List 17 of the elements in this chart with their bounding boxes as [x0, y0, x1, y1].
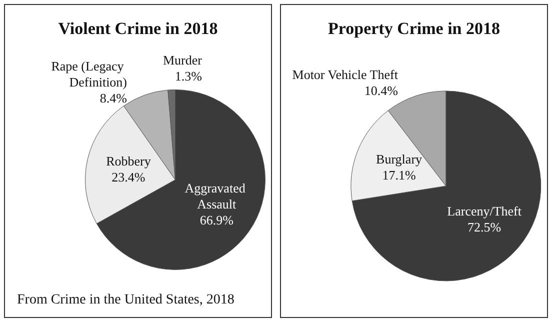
data-label: 23.4%	[112, 169, 146, 184]
data-label: 8.4%	[100, 90, 128, 106]
slice-label: Murder	[162, 52, 203, 68]
slice-label: Rape (Legacy Definition)	[51, 58, 128, 90]
data-label: 1.3%	[174, 68, 202, 84]
data-label: 66.9%	[200, 212, 234, 228]
chart-title: Violent Crime in 2018	[58, 19, 218, 38]
data-label: 17.1%	[382, 168, 416, 183]
slice-label: Motor Vehicle Theft	[292, 67, 398, 82]
data-label: 10.4%	[364, 83, 398, 98]
slice-label: Robbery	[106, 153, 152, 168]
slice-label: Burglary	[376, 152, 423, 167]
data-label: 72.5%	[468, 219, 502, 234]
slice-label: Aggravated Assault	[184, 180, 249, 212]
chart-title: Property Crime in 2018	[328, 19, 500, 38]
slice-label: Larceny/Theft	[447, 203, 522, 218]
text: From Crime in the United States, 2018	[17, 292, 234, 308]
